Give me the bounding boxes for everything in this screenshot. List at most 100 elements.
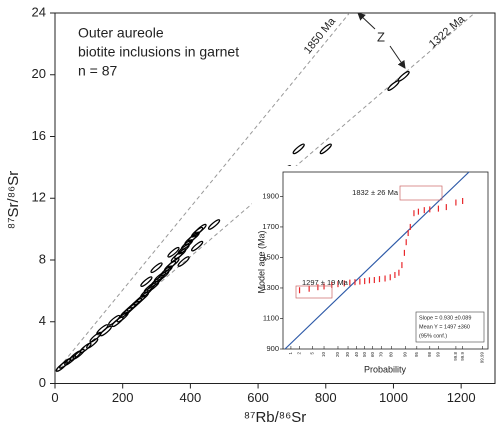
error-ellipse	[207, 219, 221, 230]
error-ellipse	[292, 143, 305, 155]
x-tick-label: 95	[414, 352, 419, 358]
y-tick-label: 8	[39, 251, 46, 266]
data-point	[323, 283, 325, 290]
data-point	[403, 249, 406, 256]
error-ellipse	[150, 262, 163, 274]
data-point	[455, 199, 457, 206]
x-tick-label: 40	[354, 352, 359, 358]
x-axis-label: ⁸⁷Rb/⁸⁶Sr	[244, 409, 307, 426]
y-axis-label: ⁸⁷Sr/⁸⁶Sr	[5, 171, 22, 229]
data-point	[359, 278, 361, 285]
data-point	[368, 277, 371, 284]
x-tick-label: 1	[288, 352, 293, 355]
data-point	[298, 287, 301, 294]
x-tick-label: 99	[436, 352, 441, 358]
data-point	[407, 230, 409, 237]
data-point	[398, 269, 400, 276]
annotation: 1832 ± 26 Ma	[352, 188, 399, 197]
y-tick-label: 4	[39, 313, 46, 328]
title-line: n = 87	[78, 63, 118, 79]
error-ellipse	[64, 355, 77, 366]
x-tick-label: 99.9	[460, 352, 465, 361]
x-tick-label: 1000	[379, 390, 408, 405]
x-tick-label: 400	[180, 390, 202, 405]
data-point	[437, 205, 440, 212]
annotation: 1297 ± 19 Ma	[302, 278, 349, 287]
reference-line	[55, 13, 350, 374]
x-tick-label: 600	[247, 390, 269, 405]
data-point	[401, 262, 403, 269]
reference-line-label: 1322 Ma	[427, 13, 468, 51]
data-point	[373, 277, 375, 284]
title-line: Outer aureole	[78, 25, 164, 41]
error-ellipse	[194, 223, 207, 235]
error-ellipse	[387, 80, 400, 91]
stats-line: Slope = 0.930 ±0.089	[419, 315, 471, 321]
error-ellipse	[319, 143, 332, 155]
error-ellipse	[108, 314, 121, 326]
x-tick-label: 800	[315, 390, 337, 405]
error-ellipse	[69, 350, 82, 362]
data-point	[405, 239, 407, 246]
x-tick-label: 5	[310, 352, 315, 355]
y-tick-label: 1500	[262, 252, 279, 261]
y-tick-label: 24	[32, 4, 46, 19]
data-point	[429, 206, 431, 213]
data-point	[364, 278, 366, 285]
error-ellipse	[177, 256, 190, 267]
x-tick-label: 80	[389, 352, 394, 358]
x-tick-label: 10	[321, 352, 326, 358]
data-point	[317, 284, 319, 291]
annotation: Z	[377, 29, 385, 44]
x-tick-label: 2	[297, 352, 302, 355]
data-point	[462, 197, 464, 204]
data-point	[384, 275, 386, 282]
x-tick-label: 50	[362, 352, 367, 358]
data-point	[349, 279, 351, 286]
inset-plot: 900 1100 1300 1500 1700 1900 1 2 5 10 20 30 40 50 60 70…	[252, 166, 494, 380]
x-tick-label: 99.99	[480, 352, 485, 364]
title-line: biotite inclusions in garnet	[78, 44, 239, 60]
y-tick-label: 20	[32, 66, 46, 81]
error-ellipse	[153, 271, 167, 283]
arrow	[357, 12, 376, 30]
error-ellipse	[397, 70, 410, 82]
data-point	[413, 210, 415, 217]
y-axis-label: Model age (Ma)	[256, 230, 266, 293]
data-point	[394, 271, 396, 278]
data-point	[417, 208, 420, 215]
x-tick-label: 90	[402, 352, 407, 358]
y-tick-label: 12	[32, 190, 46, 205]
x-tick-label: 0	[51, 390, 58, 405]
x-tick-label: 98	[427, 352, 432, 358]
x-tick-label: 200	[112, 390, 134, 405]
error-ellipse	[79, 342, 92, 354]
data-point	[445, 204, 447, 211]
y-tick-label: 1100	[263, 313, 279, 322]
error-ellipse	[140, 276, 153, 287]
error-ellipse	[191, 240, 204, 252]
x-tick-label: 30	[345, 352, 350, 358]
x-tick-label: 60	[370, 352, 375, 358]
data-point	[337, 281, 339, 288]
x-tick-label: 20	[335, 352, 340, 358]
y-tick-label: 1700	[262, 222, 279, 231]
stats-line: (95% conf.)	[419, 333, 447, 339]
arrow	[389, 45, 406, 69]
data-point	[423, 207, 425, 214]
x-tick-label: 99.8	[453, 352, 458, 361]
data-point	[409, 223, 411, 230]
plot-frame	[282, 171, 489, 350]
y-tick-label: 16	[32, 128, 46, 143]
annotation-box	[295, 285, 333, 299]
x-axis-label: Probability	[364, 364, 407, 374]
y-tick-label: 0	[39, 375, 46, 390]
stats-line: Mean Y = 1497 ±360	[419, 324, 470, 330]
error-ellipse	[167, 246, 180, 258]
data-point	[308, 285, 310, 292]
error-ellipse	[99, 325, 112, 337]
fit-line	[284, 171, 470, 350]
data-point	[389, 274, 391, 281]
reference-line-label: 1850 Ma	[302, 15, 339, 57]
